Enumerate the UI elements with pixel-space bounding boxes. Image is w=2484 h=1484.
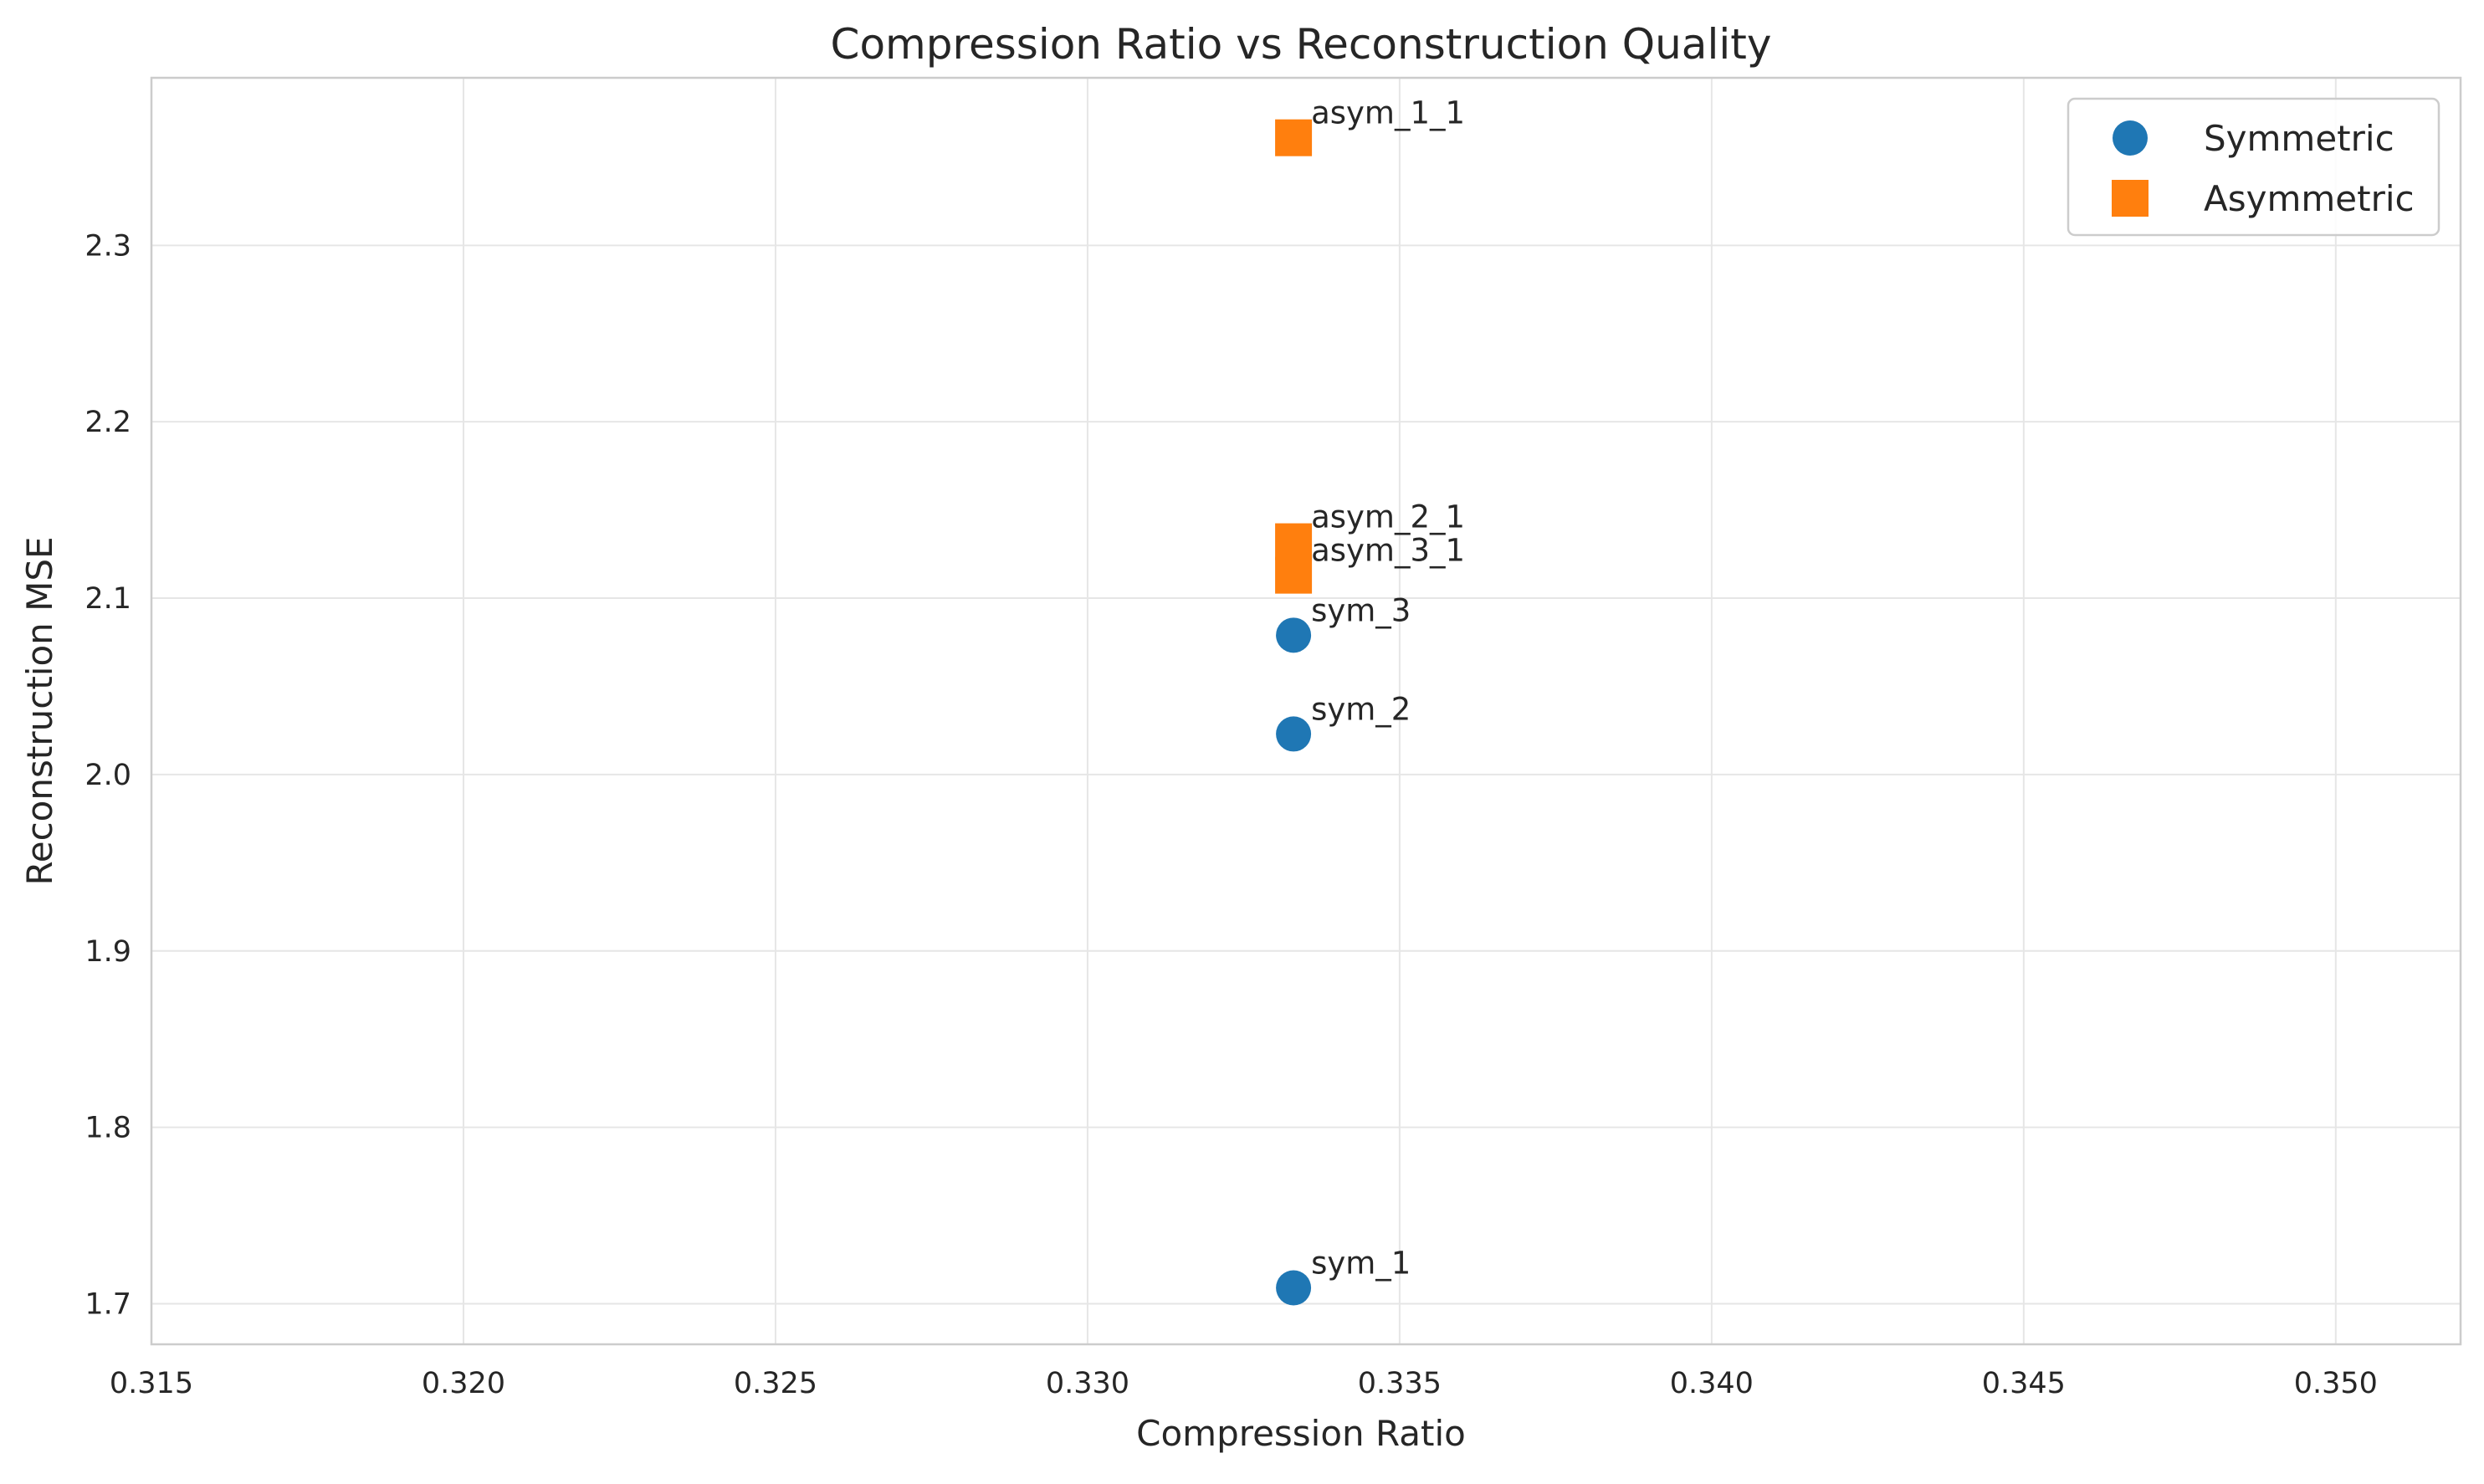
tick-labels: 0.315 0.320 0.325 0.330 0.335 0.340 0.345 0.350… bbox=[85, 229, 2378, 1400]
x-tick-label: 0.330 bbox=[1046, 1367, 1129, 1400]
point-label: asym_3_1 bbox=[1311, 533, 1465, 569]
y-tick-label: 2.1 bbox=[85, 582, 131, 616]
y-tick-label: 2.0 bbox=[85, 759, 131, 792]
x-tick-label: 0.320 bbox=[422, 1367, 505, 1400]
x-tick-label: 0.335 bbox=[1358, 1367, 1442, 1400]
scatter-point bbox=[1275, 523, 1313, 560]
y-tick-label: 2.2 bbox=[85, 406, 131, 439]
scatter-point bbox=[1275, 119, 1313, 156]
scatter-point bbox=[1276, 716, 1312, 752]
point-label: sym_2 bbox=[1311, 691, 1411, 727]
scatter-point bbox=[1276, 1270, 1312, 1306]
data-points bbox=[1275, 119, 1313, 1306]
x-tick-label: 0.315 bbox=[110, 1367, 193, 1400]
y-tick-label: 1.7 bbox=[85, 1288, 131, 1322]
y-tick-label: 1.9 bbox=[85, 935, 131, 969]
plot-border bbox=[150, 76, 2462, 1346]
x-tick-label: 0.345 bbox=[1982, 1367, 2066, 1400]
y-tick-label: 2.3 bbox=[85, 229, 131, 263]
point-label: sym_1 bbox=[1311, 1246, 1411, 1282]
legend: Symmetric Asymmetric bbox=[2067, 97, 2440, 237]
y-axis-label: Reconstruction MSE bbox=[19, 536, 60, 885]
scatter-point bbox=[1275, 556, 1313, 594]
point-label: sym_3 bbox=[1311, 592, 1411, 628]
legend-marker bbox=[2113, 120, 2148, 156]
legend-label: Symmetric bbox=[2204, 118, 2394, 159]
point-label: asym_1_1 bbox=[1311, 95, 1465, 131]
x-tick-label: 0.325 bbox=[734, 1367, 817, 1400]
legend-label: Asymmetric bbox=[2204, 178, 2415, 219]
y-tick-label: 1.8 bbox=[85, 1112, 131, 1145]
grid-lines bbox=[151, 78, 2461, 1344]
scatter-point bbox=[1276, 617, 1312, 653]
point-label: asym_2_1 bbox=[1311, 499, 1465, 535]
legend-marker bbox=[2112, 180, 2149, 217]
legend-box bbox=[2067, 97, 2440, 237]
x-axis-label: Compression Ratio bbox=[1136, 1413, 1466, 1454]
plot-frame bbox=[150, 76, 2462, 1346]
x-tick-label: 0.340 bbox=[1670, 1367, 1754, 1400]
x-tick-label: 0.350 bbox=[2294, 1367, 2378, 1400]
chart-title: Compression Ratio vs Reconstruction Qual… bbox=[831, 20, 1772, 69]
